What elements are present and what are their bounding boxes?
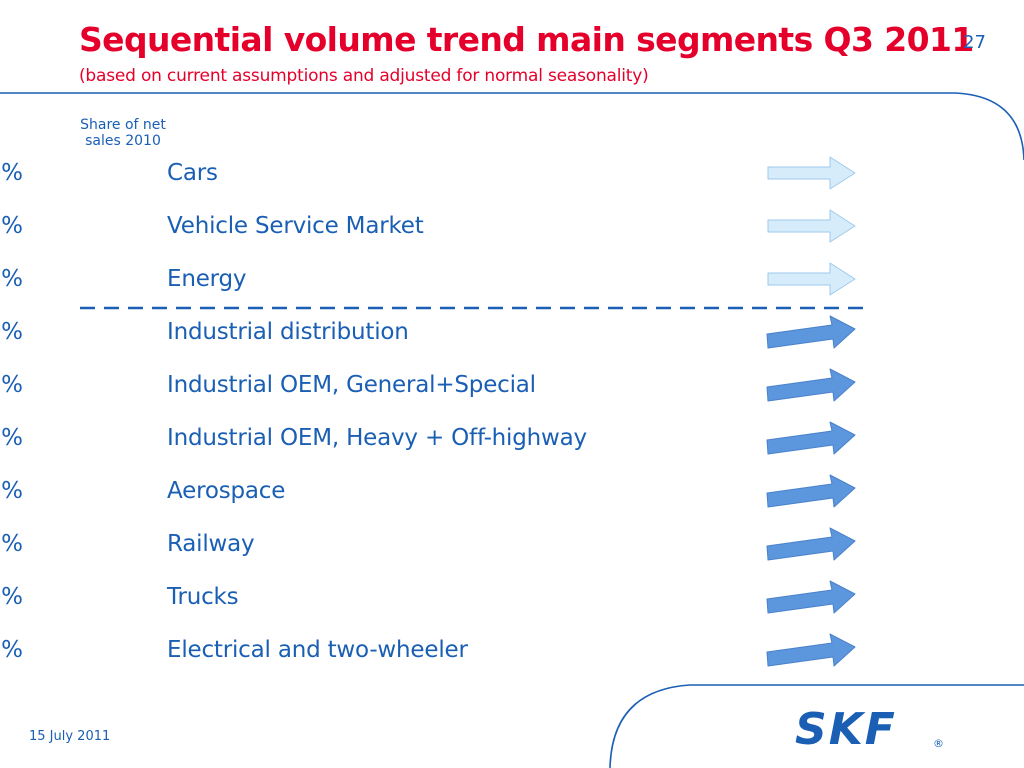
segment-label: Railway: [167, 531, 255, 557]
segment-label: Vehicle Service Market: [167, 213, 424, 239]
segment-share: 25%: [0, 319, 23, 345]
trend-up-arrow-icon: [766, 474, 856, 508]
trend-flat-arrow-icon: [767, 209, 856, 243]
segment-label: Industrial OEM, General+Special: [167, 372, 536, 398]
segment-row: 18% Industrial OEM, General+Special: [0, 368, 900, 402]
segment-share: 14%: [0, 160, 23, 186]
arrow-shape: [766, 368, 856, 402]
segment-share: 4%: [0, 584, 23, 610]
bottom-frame-line: [609, 684, 1024, 768]
trend-up-arrow-icon: [766, 527, 856, 561]
segment-row: 12% Vehicle Service Market: [0, 209, 900, 243]
trend-up-arrow-icon: [766, 421, 856, 455]
segment-share: 3%: [0, 637, 23, 663]
segment-row: 25% Industrial distribution: [0, 315, 900, 349]
segment-share: 5%: [0, 478, 23, 504]
arrow-shape: [766, 580, 856, 614]
share-column-header: Share of net sales 2010: [64, 117, 182, 149]
segment-label: Industrial OEM, Heavy + Off-highway: [167, 425, 587, 451]
segment-share: 5%: [0, 266, 23, 292]
top-frame-line: [0, 92, 1024, 161]
segment-label: Electrical and two-wheeler: [167, 637, 468, 663]
trend-up-arrow-icon: [766, 315, 856, 349]
segment-row: 4% Railway: [0, 527, 900, 561]
trend-flat-arrow-icon: [767, 262, 856, 296]
page-number: 27: [963, 32, 986, 53]
segment-share: 4%: [0, 531, 23, 557]
trend-up-arrow-icon: [766, 368, 856, 402]
arrow-shape: [767, 262, 856, 296]
share-header-line1: Share of net: [80, 117, 166, 133]
slide-subtitle: (based on current assumptions and adjust…: [79, 66, 649, 86]
segment-label: Aerospace: [167, 478, 286, 504]
segment-row: 5% Aerospace: [0, 474, 900, 508]
arrow-shape: [767, 156, 856, 190]
share-header-line2: sales 2010: [85, 133, 161, 149]
trend-up-arrow-icon: [766, 633, 856, 667]
segment-label: Energy: [167, 266, 247, 292]
logo-registered-mark: ®: [933, 737, 944, 750]
slide-title: Sequential volume trend main segments Q3…: [79, 20, 974, 59]
trend-up-arrow-icon: [766, 580, 856, 614]
arrow-shape: [766, 633, 856, 667]
arrow-shape: [766, 474, 856, 508]
segment-label: Cars: [167, 160, 218, 186]
segment-label: Trucks: [167, 584, 239, 610]
arrow-shape: [766, 315, 856, 349]
segment-row: 14% Cars: [0, 156, 900, 190]
segment-row: 3% Electrical and two-wheeler: [0, 633, 900, 667]
logo-wordmark: SKF: [795, 707, 897, 751]
segment-row: 10% Industrial OEM, Heavy + Off-highway: [0, 421, 900, 455]
skf-logo: SKF ®: [795, 707, 944, 751]
segment-share: 18%: [0, 372, 23, 398]
segment-share: 12%: [0, 213, 23, 239]
segment-row: 4% Trucks: [0, 580, 900, 614]
slide-date: 15 July 2011: [29, 729, 111, 744]
segment-row: 5% Energy: [0, 262, 900, 296]
trend-flat-arrow-icon: [767, 156, 856, 190]
segment-label: Industrial distribution: [167, 319, 409, 345]
arrow-shape: [766, 421, 856, 455]
arrow-shape: [766, 527, 856, 561]
arrow-shape: [767, 209, 856, 243]
segment-share: 10%: [0, 425, 23, 451]
